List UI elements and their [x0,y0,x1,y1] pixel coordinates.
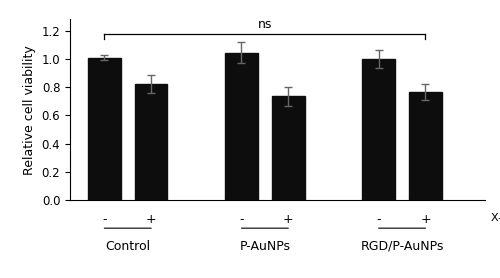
Bar [362,59,395,200]
Bar [135,84,168,200]
Text: RGD/P-AuNPs: RGD/P-AuNPs [360,240,444,253]
Text: -: - [239,213,244,226]
Text: ns: ns [258,18,272,31]
Text: -: - [376,213,381,226]
Text: X-ray (4 Gy): X-ray (4 Gy) [491,213,500,223]
Bar [409,92,442,200]
Bar [272,96,304,200]
Text: -: - [102,213,106,226]
Bar [88,58,120,200]
Text: +: + [283,213,294,226]
Text: +: + [420,213,431,226]
Text: P-AuNPs: P-AuNPs [240,240,290,253]
Text: Control: Control [105,240,150,253]
Y-axis label: Relative cell viability: Relative cell viability [23,45,36,175]
Bar [225,53,258,200]
Text: +: + [146,213,156,226]
